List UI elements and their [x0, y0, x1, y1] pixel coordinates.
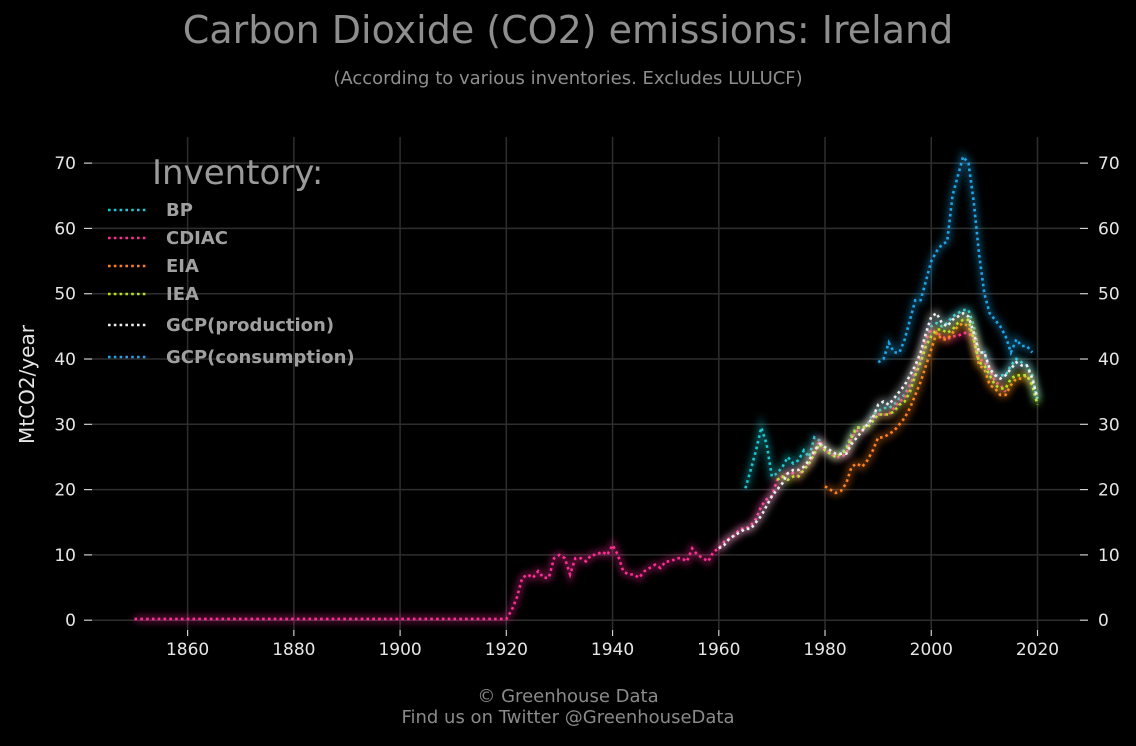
- y-tick-label-left: 70: [54, 154, 76, 174]
- chart-title: Carbon Dioxide (CO2) emissions: Ireland: [182, 8, 954, 52]
- series-glow-iea: [775, 316, 1041, 484]
- x-tick-label: 2000: [910, 640, 953, 660]
- y-tick-label-left: 30: [54, 415, 76, 435]
- x-tick-label: 1980: [803, 640, 846, 660]
- y-tick-label-right: 60: [1098, 219, 1120, 239]
- y-tick-label-left: 60: [54, 219, 76, 239]
- y-tick-label-right: 40: [1098, 350, 1120, 370]
- x-tick-label: 1900: [378, 640, 421, 660]
- y-tick-label-left: 50: [54, 285, 76, 305]
- y-tick-label-right: 50: [1098, 285, 1120, 305]
- chart-subtitle: (According to various inventories. Exclu…: [333, 68, 803, 89]
- series-line-cdiac: [134, 327, 1007, 621]
- x-tick-label: 1960: [697, 640, 740, 660]
- x-tick-label: 1940: [591, 640, 634, 660]
- legend-label-gcp-production: GCP(production): [166, 315, 334, 336]
- legend-label-eia: EIA: [166, 256, 199, 277]
- y-tick-label-left: 0: [65, 611, 76, 631]
- y-tick-label-right: 0: [1098, 611, 1109, 631]
- y-axis-label: MtCO2/year: [15, 324, 39, 444]
- legend-label-iea: IEA: [166, 284, 199, 305]
- y-tick-label-left: 40: [54, 350, 76, 370]
- y-tick-label-right: 70: [1098, 154, 1120, 174]
- x-tick-label: 2020: [1016, 640, 1059, 660]
- y-tick-label-left: 20: [54, 481, 76, 501]
- footer-twitter: Find us on Twitter @GreenhouseData: [401, 707, 735, 728]
- x-tick-label: 1920: [485, 640, 528, 660]
- series-line-gcp-consumption: [877, 153, 1034, 364]
- legend-label-bp: BP: [166, 200, 193, 221]
- footer-copyright: © Greenhouse Data: [477, 686, 659, 707]
- x-tick-label: 1880: [272, 640, 315, 660]
- y-tick-label-right: 30: [1098, 415, 1120, 435]
- legend-label-cdiac: CDIAC: [166, 228, 228, 249]
- series-line-eia: [824, 321, 1034, 495]
- y-tick-label-right: 10: [1098, 546, 1120, 566]
- y-tick-label-right: 20: [1098, 481, 1120, 501]
- y-tick-label-left: 10: [54, 546, 76, 566]
- series-glow-gcp-production: [716, 308, 1041, 552]
- legend-label-gcp-consumption: GCP(consumption): [166, 347, 355, 368]
- x-tick-label: 1860: [166, 640, 209, 660]
- series-line-gcp-production: [718, 311, 1039, 550]
- legend-title: Inventory:: [152, 153, 323, 193]
